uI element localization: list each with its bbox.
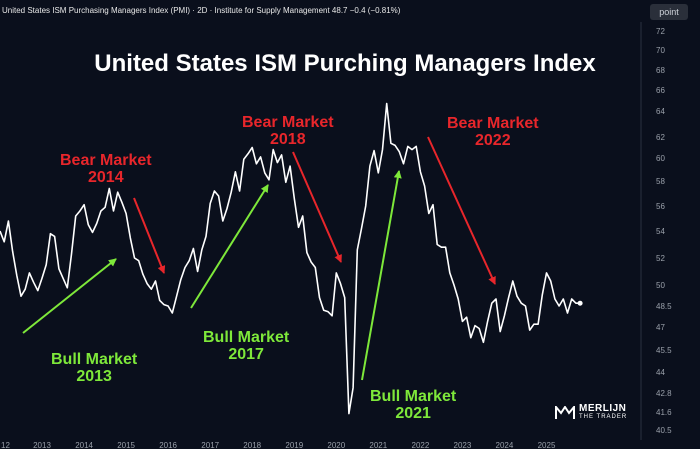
y-tick-label: 45.5 [656,346,672,355]
bear-market-2018-label: Bear Market 2018 [242,114,334,148]
y-tick-label: 58 [656,177,665,186]
y-axis: 72 70 68 66 64 62 60 58 56 54 52 50 48.5 47 45.5 44 42.8… [656,27,672,435]
bull-market-2013-label: Bull Market 2013 [51,351,138,385]
x-tick-label: 2023 [454,441,472,449]
chart-title: United States ISM Purching Managers Inde… [94,50,596,77]
y-tick-label: 70 [656,46,665,55]
y-tick-label: 40.5 [656,426,672,435]
y-tick-label: 62 [656,133,665,142]
x-tick-label: 2014 [75,441,93,449]
chart-header: United States ISM Purchasing Managers In… [2,6,401,15]
x-tick-label: 2017 [201,441,219,449]
y-tick-label: 66 [656,86,665,95]
x-axis: 12 2013 2014 2015 2016 2017 2018 2019 2020 2021 20… [1,441,556,449]
bull-2021-arrow [361,170,402,381]
y-tick-label: 47 [656,323,665,332]
y-tick-label: 56 [656,202,665,211]
y-tick-label: 64 [656,107,665,116]
x-tick-label: 2021 [369,441,387,449]
y-tick-label: 44 [656,368,665,377]
bull-market-2017-label: Bull Market 2017 [203,329,290,363]
x-tick-label: 2025 [538,441,556,449]
y-tick-label: 54 [656,227,665,236]
bear-2018-arrow [292,151,342,263]
x-tick-label: 2018 [243,441,261,449]
series-line-ism-pmi [0,102,581,415]
x-tick-label: 2024 [496,441,514,449]
bull-2013-arrow [22,258,117,334]
x-tick-label: 2019 [285,441,303,449]
bear-2022-arrow [427,136,496,285]
x-tick-label: 2020 [327,441,345,449]
bear-market-2022-label: Bear Market 2022 [447,115,539,149]
bear-2014-arrow [133,197,166,274]
bull-market-2021-label: Bull Market 2021 [370,388,457,422]
y-tick-label: 72 [656,27,665,36]
x-tick-label: 2013 [33,441,51,449]
merlijn-logo-icon [555,406,575,419]
y-tick-label: 60 [656,154,665,163]
y-tick-label: 50 [656,281,665,290]
point-button[interactable]: point [650,4,688,20]
x-tick-label: 2016 [159,441,177,449]
merlijn-logo: MERLIJN THE TRADER [555,404,627,422]
logo-subtitle: THE TRADER [579,414,628,420]
bull-2017-arrow [190,184,269,309]
y-tick-label: 41.6 [656,408,672,417]
bear-market-2014-label: Bear Market 2014 [60,152,152,186]
x-tick-label: 2022 [412,441,430,449]
x-tick-label: 2015 [117,441,135,449]
logo-name: MERLIJN [579,403,627,414]
y-tick-label: 48.5 [656,302,672,311]
x-tick-label: 12 [1,441,10,449]
y-tick-label: 68 [656,66,665,75]
last-value-marker [577,300,583,306]
y-tick-label: 52 [656,254,665,263]
y-tick-label: 42.8 [656,389,672,398]
